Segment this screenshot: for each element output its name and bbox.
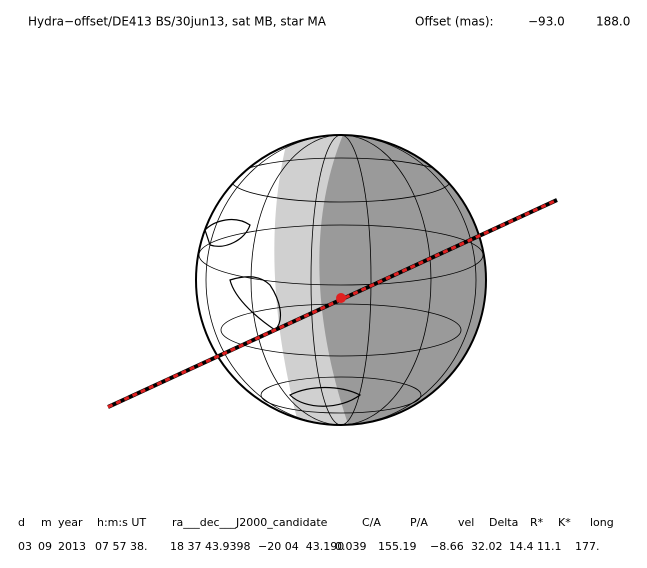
title: Hydra−offset/DE413 BS/30jun13, sat MB, s…: [28, 15, 327, 29]
column-header: ra___dec___J2000_candidate: [172, 516, 328, 529]
cell: 155.19: [378, 540, 417, 553]
cell: 07 57 38.: [95, 540, 147, 553]
column-header: C/A: [362, 516, 381, 529]
cell: 14.4: [509, 540, 534, 553]
cell: 0.039: [335, 540, 367, 553]
column-header: year: [58, 516, 83, 529]
column-header: Delta: [489, 516, 518, 529]
cell: −20 04 43.190: [258, 540, 344, 553]
column-header: h:m:s UT: [97, 516, 146, 529]
column-header: long: [590, 516, 614, 529]
column-header: m: [41, 516, 52, 529]
cell: 09: [38, 540, 52, 553]
cell: 11.1: [537, 540, 562, 553]
cell: −8.66: [430, 540, 464, 553]
column-header: P/A: [410, 516, 428, 529]
column-header: d: [18, 516, 25, 529]
cell: 32.02: [471, 540, 503, 553]
offset-y: 188.0: [596, 15, 630, 29]
column-header: vel: [458, 516, 474, 529]
cell: 2013: [58, 540, 86, 553]
offset-x: −93.0: [528, 15, 565, 29]
offset-label: Offset (mas):: [415, 15, 494, 29]
cell: 18 37 43.9398: [170, 540, 250, 553]
column-header: K*: [558, 516, 571, 529]
cell: 03: [18, 540, 32, 553]
cell: 177.: [575, 540, 600, 553]
column-header: R*: [530, 516, 544, 529]
